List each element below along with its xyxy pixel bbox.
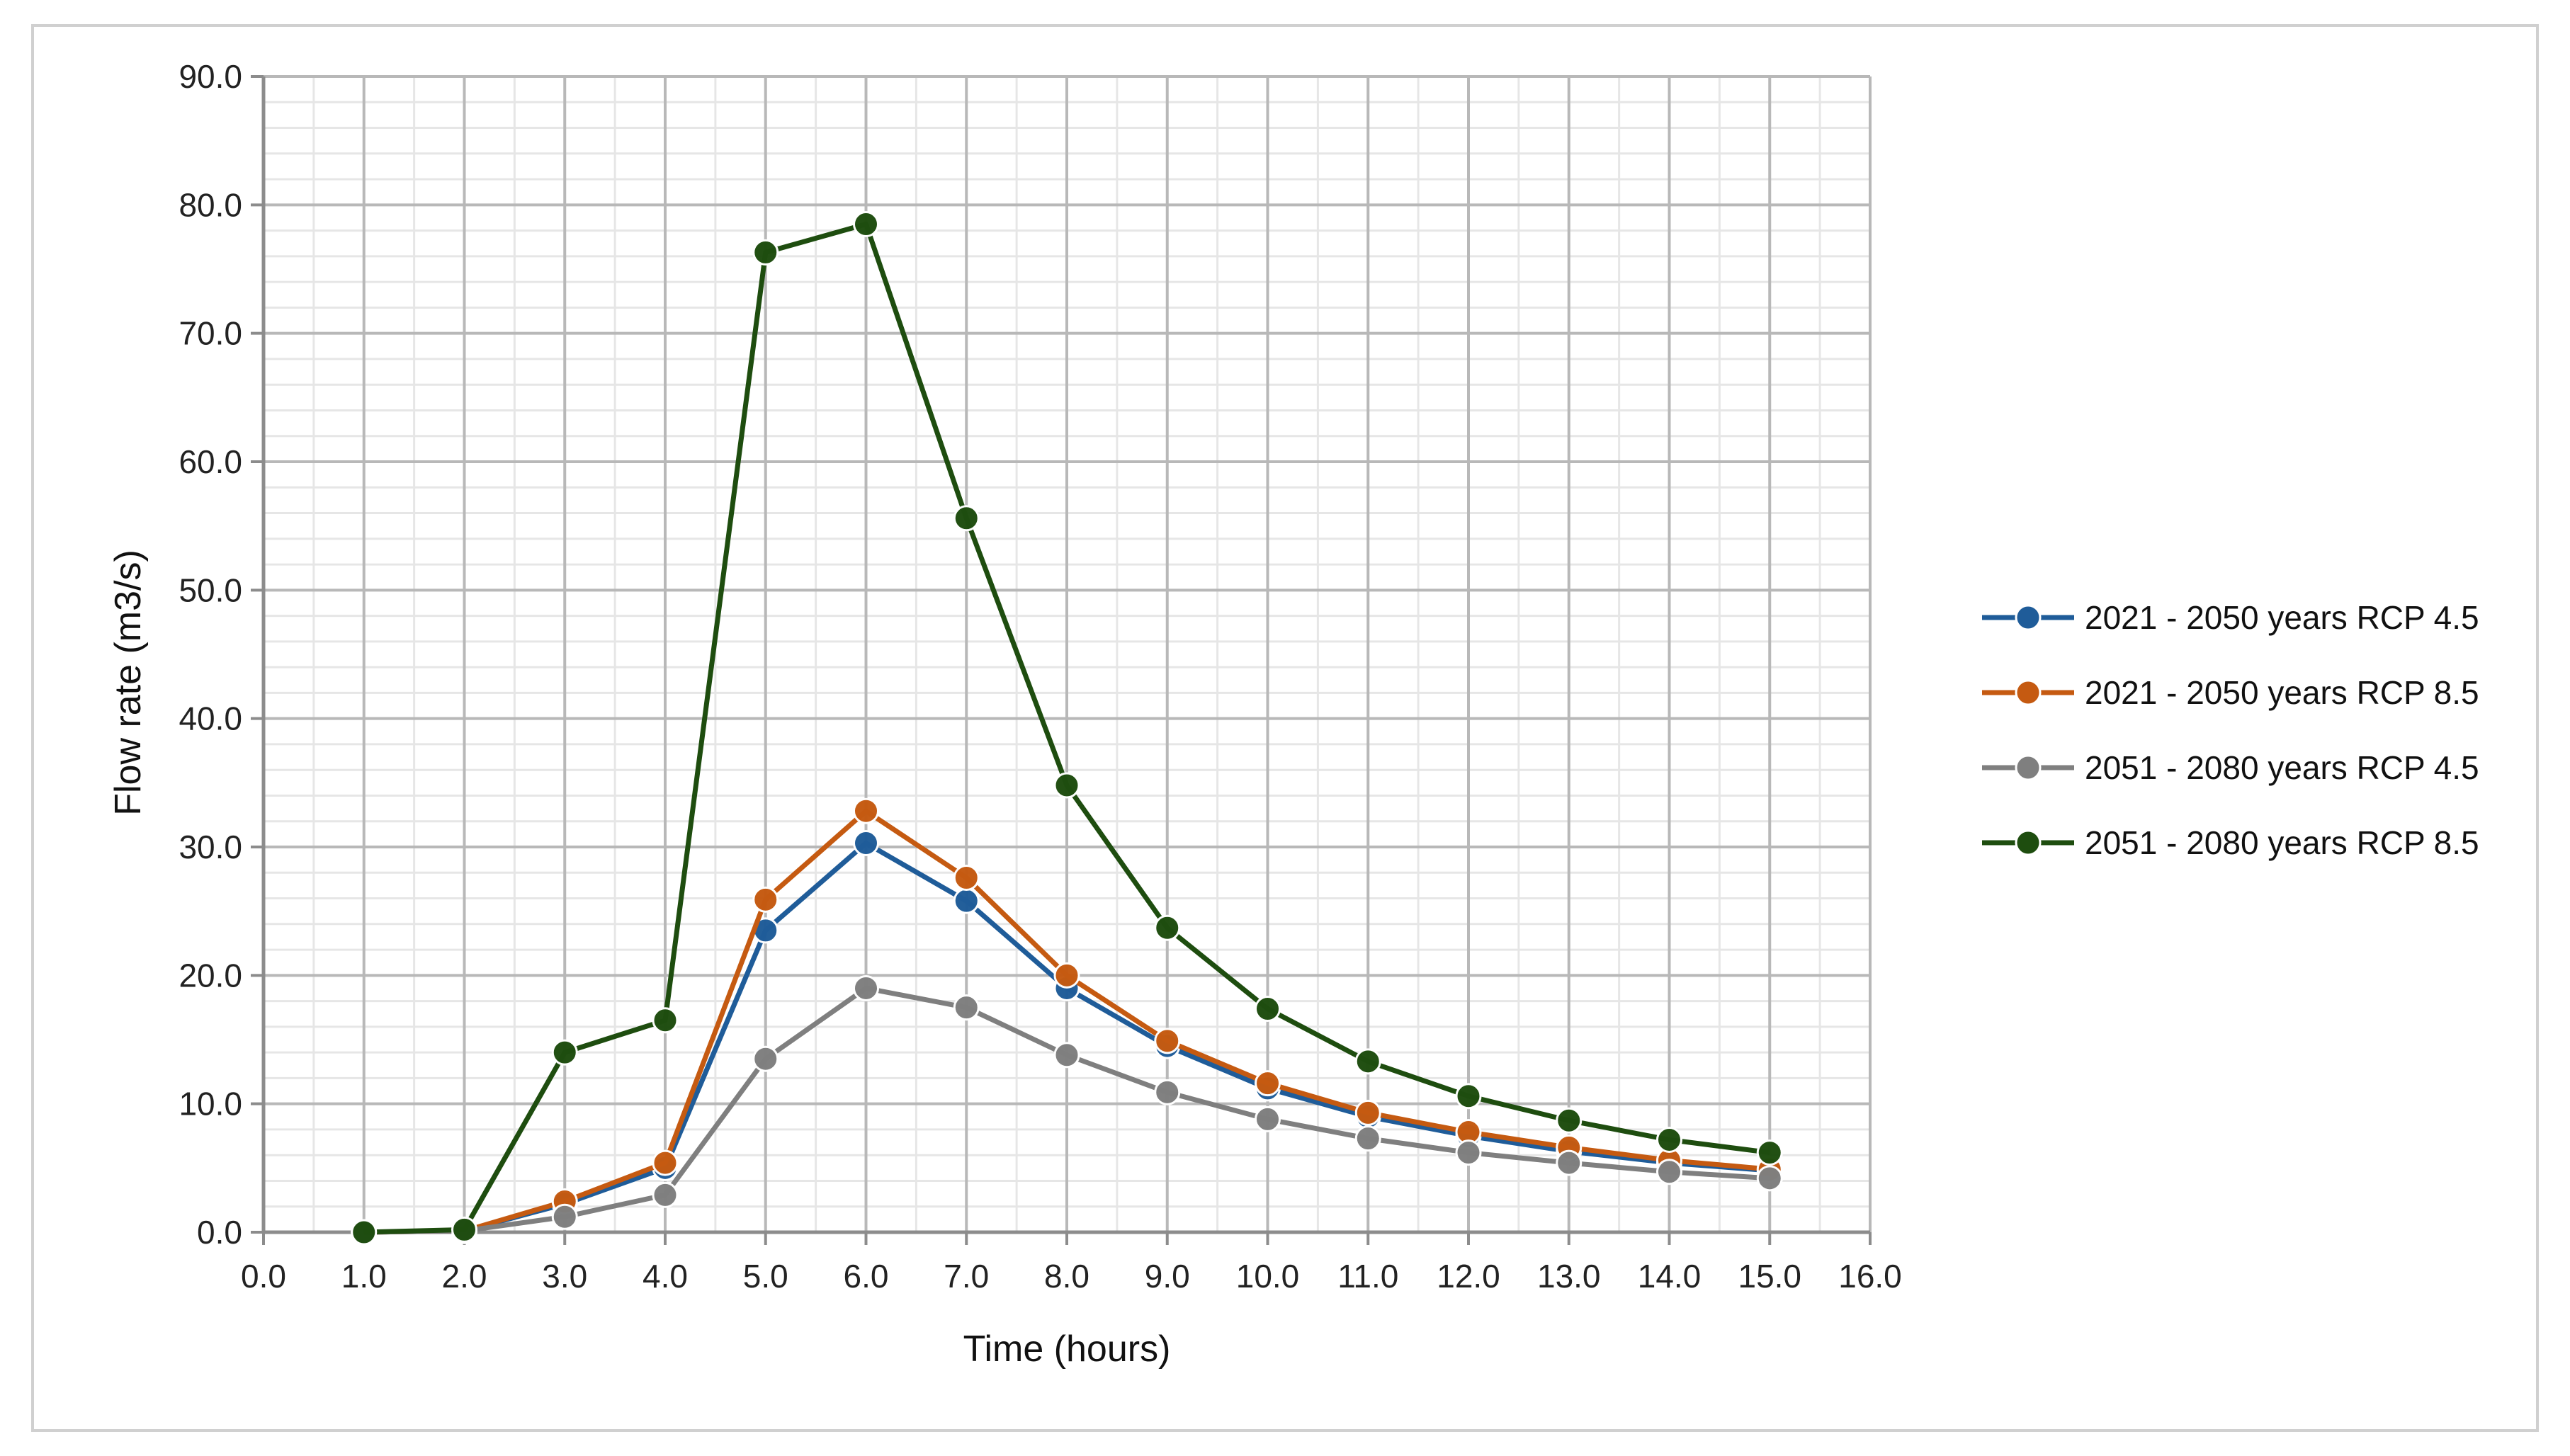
y-tick-label: 90.0 xyxy=(179,58,242,95)
data-point xyxy=(1255,1105,1281,1132)
chart-frame: 0.0 10.0 20.0 30.0 40.0 50.0 60.0 70.0 80.0 90.0 … xyxy=(31,24,2539,1432)
data-point xyxy=(1656,1159,1682,1185)
x-tick-labels: 0.0 1.0 2.0 3.0 4.0 5.0 6.0 7.0 8.0 9.0 10.0 11.0 12… xyxy=(241,1258,1902,1295)
data-point xyxy=(1455,1139,1482,1166)
data-point xyxy=(1154,1028,1181,1054)
legend-swatch-marker xyxy=(2015,604,2042,631)
y-tick-label: 20.0 xyxy=(179,957,242,994)
x-tick-label: 12.0 xyxy=(1437,1258,1500,1295)
x-tick-label: 1.0 xyxy=(341,1258,387,1295)
x-tick-label: 3.0 xyxy=(542,1258,587,1295)
data-point xyxy=(1455,1083,1482,1110)
x-tick-label: 7.0 xyxy=(944,1258,989,1295)
y-axis-title: Flow rate (m3/s) xyxy=(108,550,149,816)
y-tick-label: 10.0 xyxy=(179,1086,242,1122)
data-point xyxy=(752,1045,779,1072)
data-point xyxy=(1556,1107,1583,1134)
data-point xyxy=(752,239,779,266)
data-point xyxy=(551,1203,578,1230)
data-point xyxy=(1656,1126,1682,1153)
x-tick-label: 13.0 xyxy=(1537,1258,1601,1295)
data-point xyxy=(953,994,980,1021)
legend-label: 2021 - 2050 years RCP 8.5 xyxy=(2085,674,2479,711)
x-tick-label: 5.0 xyxy=(743,1258,788,1295)
x-tick-label: 0.0 xyxy=(241,1258,286,1295)
x-tick-label: 9.0 xyxy=(1145,1258,1190,1295)
data-point xyxy=(853,211,879,238)
line-chart: 0.010.020.030.040.050.060.070.080.090.0 … xyxy=(108,58,2479,1370)
legend-swatch-marker xyxy=(2015,754,2042,781)
series-4 xyxy=(351,211,1783,1246)
x-tick-label: 14.0 xyxy=(1638,1258,1702,1295)
legend-item: 2021 - 2050 years RCP 8.5 xyxy=(1982,674,2479,711)
data-point xyxy=(1255,1070,1281,1097)
y-tick-label: 30.0 xyxy=(179,829,242,865)
legend-label: 2051 - 2080 years RCP 8.5 xyxy=(2085,824,2479,861)
data-point xyxy=(853,830,879,857)
data-point xyxy=(853,974,879,1001)
data-point xyxy=(652,1181,679,1208)
y-tick-label: 0.0 xyxy=(197,1214,242,1251)
data-point xyxy=(1154,914,1181,941)
y-tick-label: 70.0 xyxy=(179,315,242,352)
legend-item: 2051 - 2080 years RCP 8.5 xyxy=(1982,824,2479,861)
data-point xyxy=(652,1007,679,1034)
y-tick-labels: 0.0 10.0 20.0 30.0 40.0 50.0 60.0 70.0 80.0 90.0 xyxy=(179,58,242,1251)
x-tick-label: 10.0 xyxy=(1236,1258,1300,1295)
data-point xyxy=(953,865,980,892)
x-tick-label: 15.0 xyxy=(1738,1258,1801,1295)
data-point xyxy=(1154,1079,1181,1105)
x-tick-label: 4.0 xyxy=(642,1258,688,1295)
axes xyxy=(251,75,1872,1245)
y-tick-label: 40.0 xyxy=(179,700,242,737)
data-point xyxy=(1756,1165,1783,1192)
legend-swatch-marker xyxy=(2015,829,2042,856)
data-point xyxy=(953,505,980,532)
y-tick-label: 60.0 xyxy=(179,443,242,480)
data-point xyxy=(1354,1125,1381,1152)
x-tick-label: 2.0 xyxy=(442,1258,487,1295)
data-point xyxy=(953,887,980,914)
y-tick-label: 80.0 xyxy=(179,186,242,223)
x-tick-label: 11.0 xyxy=(1337,1258,1398,1295)
data-point xyxy=(1354,1099,1381,1126)
data-point xyxy=(551,1039,578,1066)
data-point xyxy=(451,1216,477,1243)
x-tick-label: 8.0 xyxy=(1044,1258,1089,1295)
data-point xyxy=(351,1219,378,1246)
data-point xyxy=(1053,962,1080,989)
series-layer xyxy=(351,211,1783,1246)
y-tick-label: 50.0 xyxy=(179,571,242,608)
data-point xyxy=(1255,995,1281,1022)
data-point xyxy=(652,1149,679,1176)
data-point xyxy=(1556,1149,1583,1176)
legend-item: 2051 - 2080 years RCP 4.5 xyxy=(1982,749,2479,786)
data-point xyxy=(853,797,879,824)
data-point xyxy=(1354,1048,1381,1075)
legend-label: 2051 - 2080 years RCP 4.5 xyxy=(2085,749,2479,786)
legend-label: 2021 - 2050 years RCP 4.5 xyxy=(2085,599,2479,636)
major-gridlines xyxy=(262,75,1872,1234)
legend-swatch-marker xyxy=(2015,679,2042,706)
x-tick-label: 6.0 xyxy=(844,1258,889,1295)
data-point xyxy=(1053,1042,1080,1069)
legend: 2021 - 2050 years RCP 4.5 2021 - 2050 yea… xyxy=(1982,599,2479,861)
x-tick-label: 16.0 xyxy=(1838,1258,1902,1295)
data-point xyxy=(1053,772,1080,799)
x-axis-title: Time (hours) xyxy=(963,1329,1171,1370)
legend-item: 2021 - 2050 years RCP 4.5 xyxy=(1982,599,2479,636)
data-point xyxy=(752,886,779,913)
data-point xyxy=(1756,1139,1783,1166)
